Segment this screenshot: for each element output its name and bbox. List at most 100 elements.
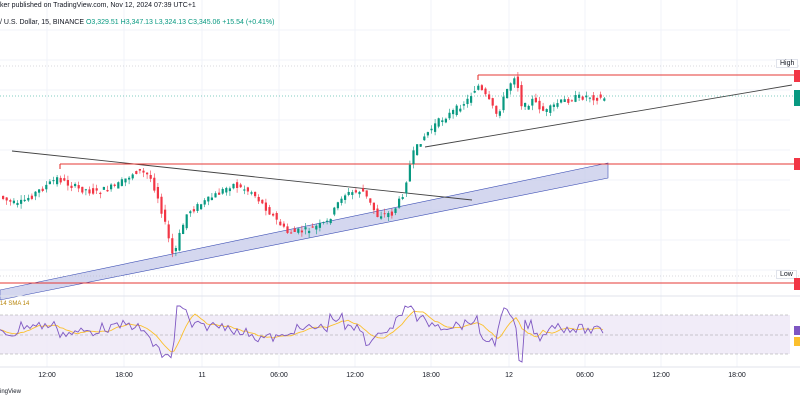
symbol-name[interactable]: / U.S. Dollar, 15, BINANCE [0, 19, 85, 26]
symbol-info: / U.S. Dollar, 15, BINANCE O3,329.51 H3,… [0, 19, 274, 26]
candle-body [297, 228, 300, 233]
candle-body [261, 199, 264, 204]
candle-body [524, 102, 527, 107]
candle-body [84, 189, 87, 191]
candle-body [189, 211, 192, 214]
candle-body [228, 188, 231, 192]
candle-body [322, 222, 325, 223]
candle-body [23, 199, 26, 202]
candle-body [77, 185, 80, 189]
candle-body [156, 186, 159, 199]
candle-body [585, 95, 588, 98]
candle-body [264, 202, 267, 211]
candle-body [225, 187, 228, 193]
candle-body [488, 94, 491, 100]
high-marker: High [776, 59, 799, 68]
candle-body [459, 108, 462, 112]
candle-body [466, 98, 469, 105]
candle-body [153, 177, 156, 191]
candle-body [520, 85, 523, 107]
candle-body [185, 214, 188, 229]
candle-body [596, 98, 599, 101]
x-tick-label: 06:00 [270, 372, 288, 379]
candle-body [38, 189, 41, 193]
candle-body [221, 188, 224, 194]
rsi-value-tag [794, 326, 800, 335]
candle-body [534, 97, 537, 103]
candle-body [146, 172, 149, 175]
candle-body [347, 191, 350, 195]
rsi-legend[interactable]: 14 SMA 14 [0, 301, 30, 307]
candle-body [124, 178, 127, 183]
candle-body [200, 204, 203, 210]
candle-body [41, 188, 44, 191]
candle-body [192, 209, 195, 212]
candle-body [282, 223, 285, 227]
candle-body [210, 197, 213, 201]
candle-body [358, 191, 361, 195]
descending-trendline [11, 150, 473, 201]
candle-body [160, 196, 163, 214]
candle-body [236, 182, 239, 188]
candle-body [574, 95, 577, 102]
ohlc-high: H3,347.13 [120, 19, 153, 26]
candlesticks [2, 72, 606, 258]
candle-body [333, 207, 336, 215]
ascending-channel [0, 162, 609, 301]
candle-body [473, 90, 476, 93]
candle-body [484, 88, 487, 95]
ohlc-open: O3,329.51 [85, 19, 119, 26]
candle-body [362, 188, 365, 192]
candle-body [340, 198, 343, 203]
candle-body [592, 95, 595, 101]
candle-body [405, 182, 408, 194]
rsi-ma-value-tag [794, 337, 800, 346]
rsi-line [0, 305, 604, 363]
candle-body [300, 230, 303, 233]
candle-body [491, 98, 494, 106]
candle-body [423, 136, 426, 141]
candle-body [48, 181, 51, 185]
candle-body [243, 189, 246, 191]
candle-body [437, 118, 440, 127]
candle-body [171, 238, 174, 254]
candle-body [380, 216, 383, 219]
candle-body [506, 88, 509, 99]
candle-body [272, 213, 275, 216]
candle-body [106, 189, 109, 192]
candle-body [99, 192, 102, 195]
candle-body [369, 198, 372, 203]
candle-body [408, 164, 411, 182]
candle-body [290, 232, 293, 234]
candle-body [441, 120, 444, 123]
candle-body [120, 179, 123, 186]
candle-body [578, 94, 581, 98]
candle-body [318, 222, 321, 228]
candle-body [372, 202, 375, 211]
candle-body [444, 118, 447, 123]
candle-body [92, 188, 95, 194]
candle-body [128, 177, 131, 180]
candle-body [20, 199, 23, 204]
candle-body [556, 103, 559, 107]
candle-body [102, 186, 105, 190]
candle-body [304, 227, 307, 230]
upper-trendline [424, 84, 793, 148]
candle-body [12, 200, 15, 204]
candle-body [498, 111, 501, 116]
candle-body [207, 196, 210, 202]
x-tick-label: 12:00 [346, 372, 364, 379]
candle-body [311, 226, 314, 228]
candle-body [387, 213, 390, 218]
candle-body [567, 98, 570, 103]
candle-body [495, 105, 498, 114]
ohlc-change: +15.54 (+0.41%) [222, 19, 275, 26]
candle-body [142, 170, 145, 173]
candle-body [563, 99, 566, 102]
candle-body [250, 192, 253, 194]
candle-body [88, 189, 91, 194]
resistance-price-tag [794, 70, 800, 82]
candle-body [9, 200, 12, 202]
candle-body [336, 202, 339, 209]
